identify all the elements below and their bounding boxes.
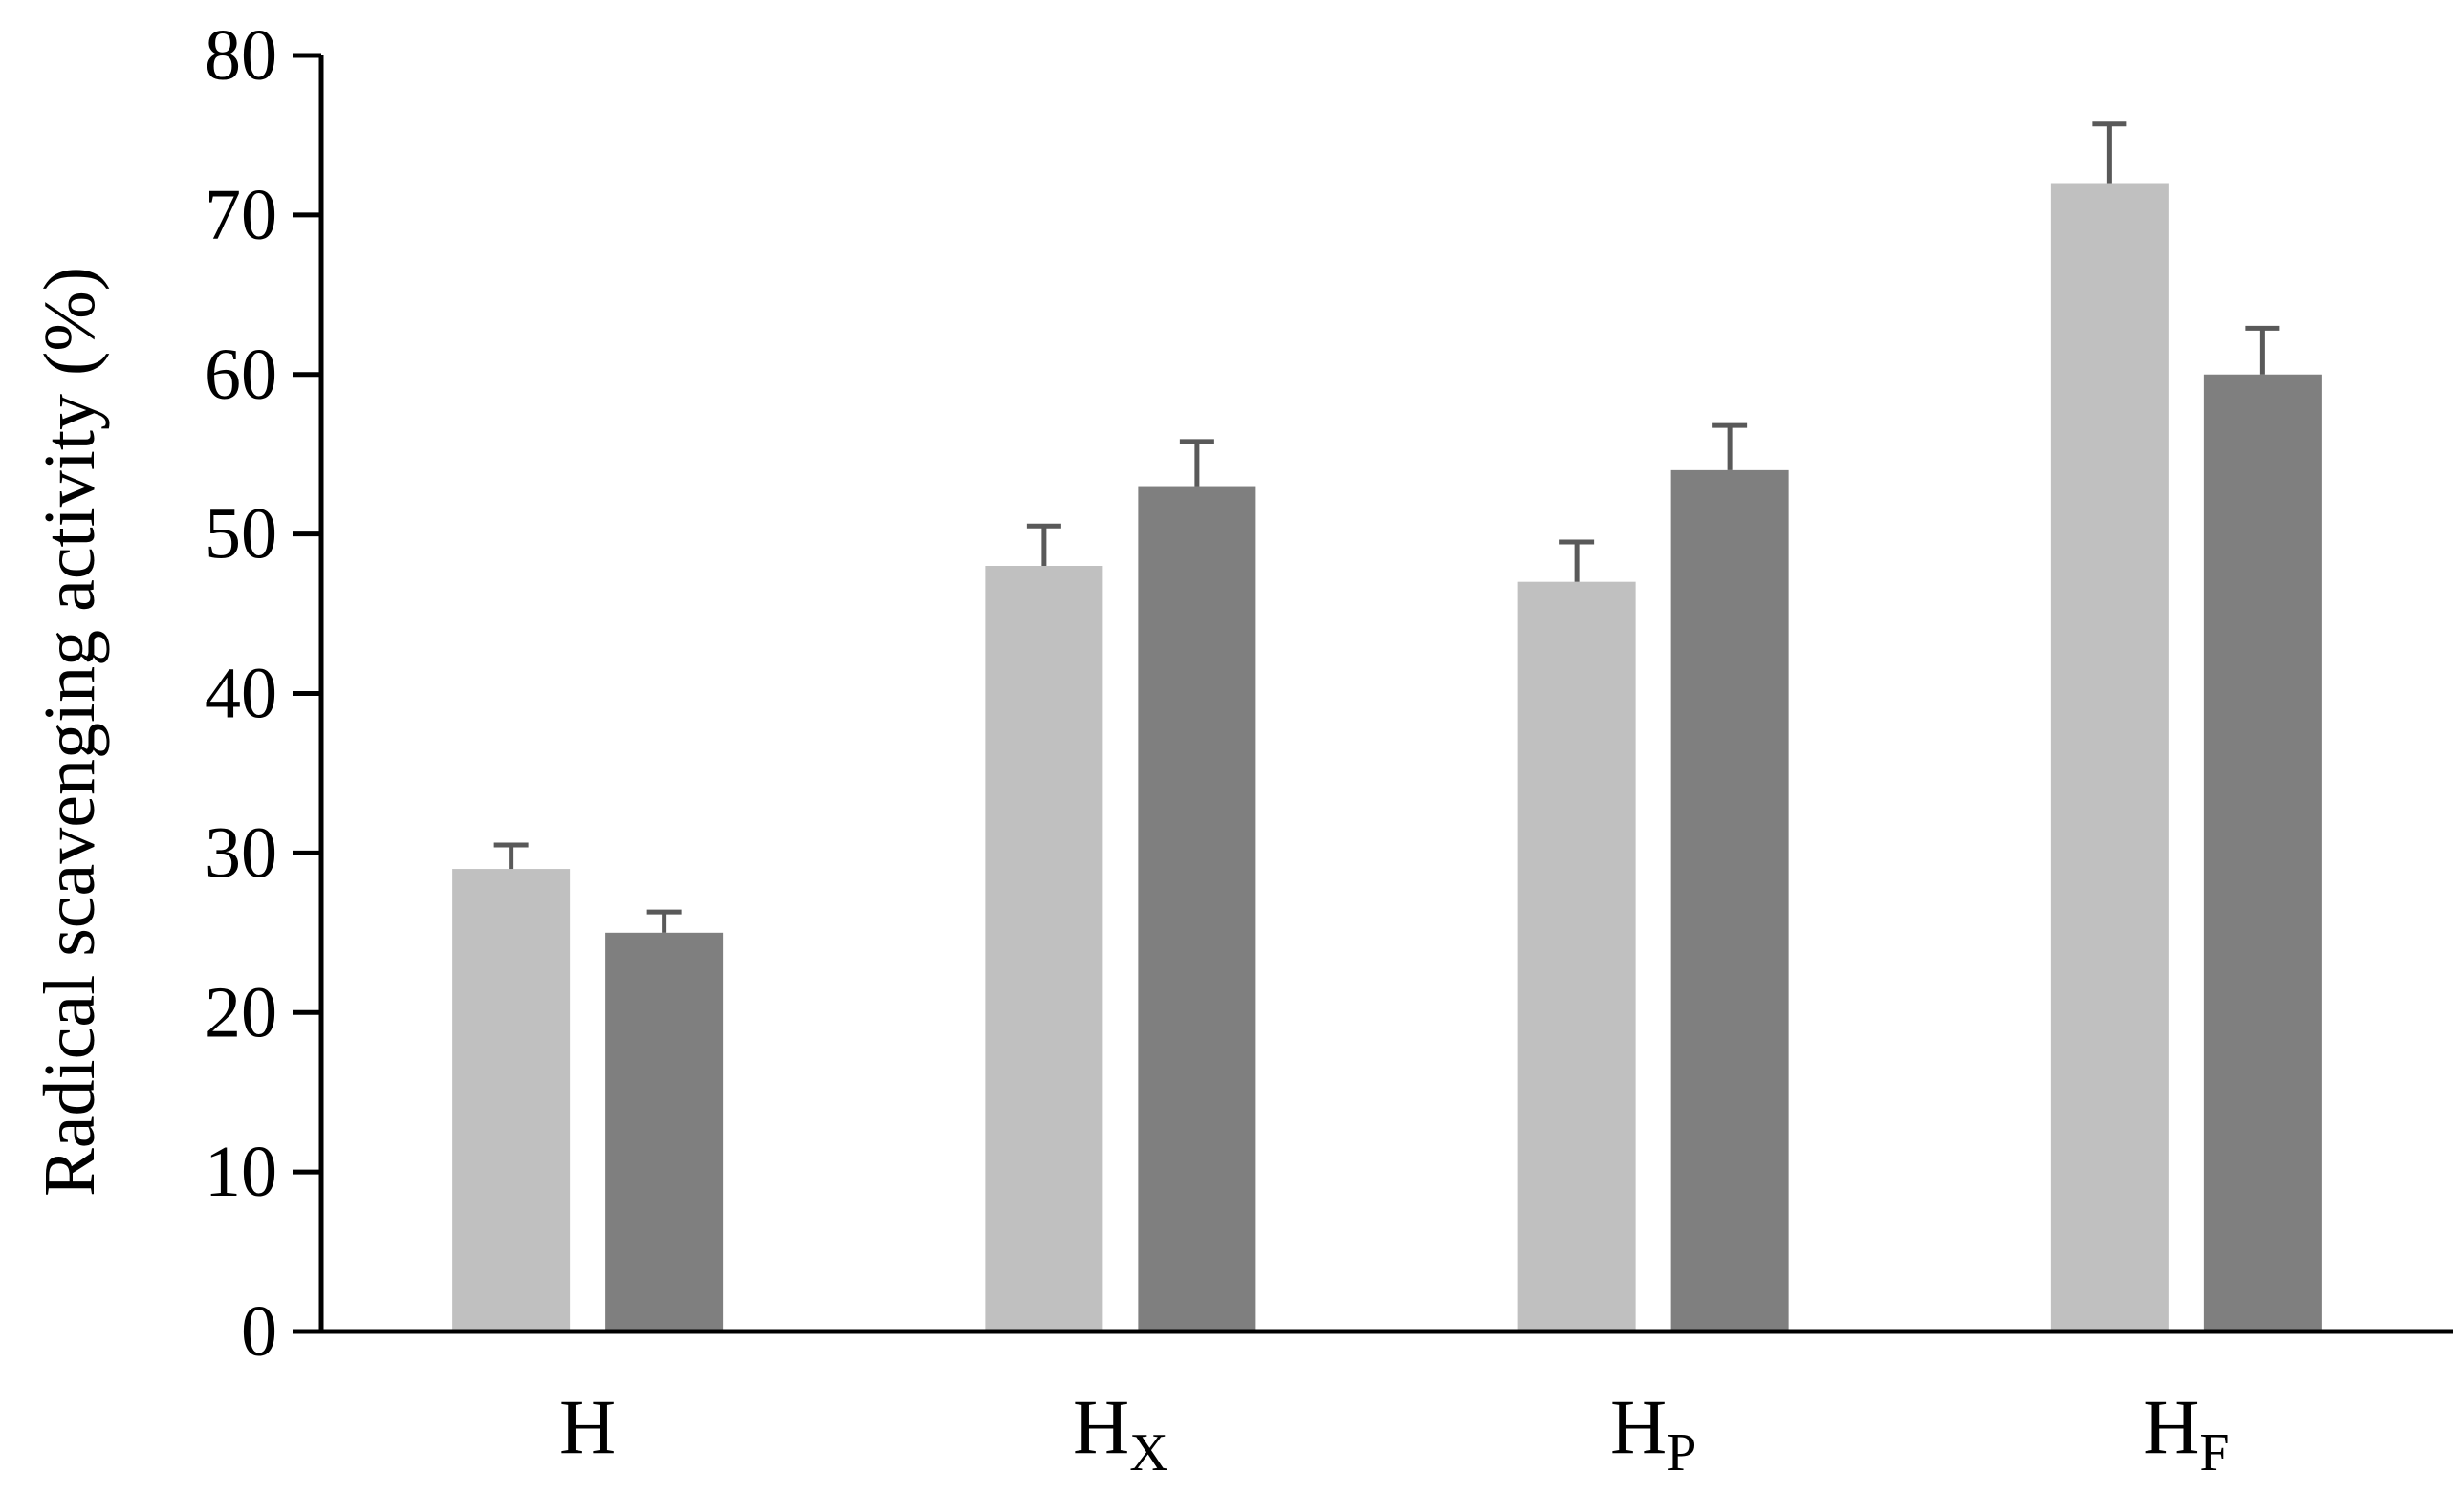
y-tick-label: 70 [205,175,277,255]
error-bars [493,121,2280,933]
x-tick-labels: H HX HP HF [559,1383,2230,1483]
y-tick-label: 0 [241,1291,277,1372]
bar-series1-3 [1517,581,1636,1332]
error-bar-series1-3 [1559,539,1595,582]
y-tick-label: 30 [205,812,277,893]
bar-series2-2 [1138,486,1256,1332]
y-tick-label: 60 [205,335,277,415]
bar-series2-3 [1670,469,1789,1332]
error-bar-series2-1 [646,909,682,933]
x-tick-label: H [559,1383,616,1470]
bar-series1-2 [985,566,1103,1332]
error-bar-series1-1 [493,842,529,870]
y-ticks: 0 10 20 30 40 50 60 70 80 [205,15,321,1372]
bar-series1-4 [2050,183,2169,1332]
y-tick-label: 20 [205,972,277,1052]
x-tick-label-subscript: P [1667,1423,1696,1483]
bar-series1-1 [452,869,571,1332]
y-tick-label: 40 [205,654,277,734]
bar-series2-4 [2203,374,2322,1332]
y-axis-title: Radical scavenging activity (%) [30,267,110,1197]
x-tick-label-subscript: X [1129,1423,1167,1483]
x-tick-label-subscript: F [2199,1423,2229,1483]
error-bar-series2-2 [1179,439,1214,487]
bar-series2-1 [605,932,724,1332]
error-bar-series1-2 [1026,523,1061,566]
x-tick-label: HP [1610,1383,1696,1483]
x-tick-label: HX [1073,1383,1168,1483]
bars [452,183,2322,1332]
y-tick-label: 10 [205,1132,277,1212]
y-tick-label: 80 [205,15,277,96]
error-bar-series2-4 [2245,325,2280,375]
error-bar-series1-4 [2092,121,2127,184]
x-tick-label: HF [2143,1383,2229,1483]
y-tick-label: 50 [205,494,277,574]
error-bar-series2-3 [1712,422,1748,470]
